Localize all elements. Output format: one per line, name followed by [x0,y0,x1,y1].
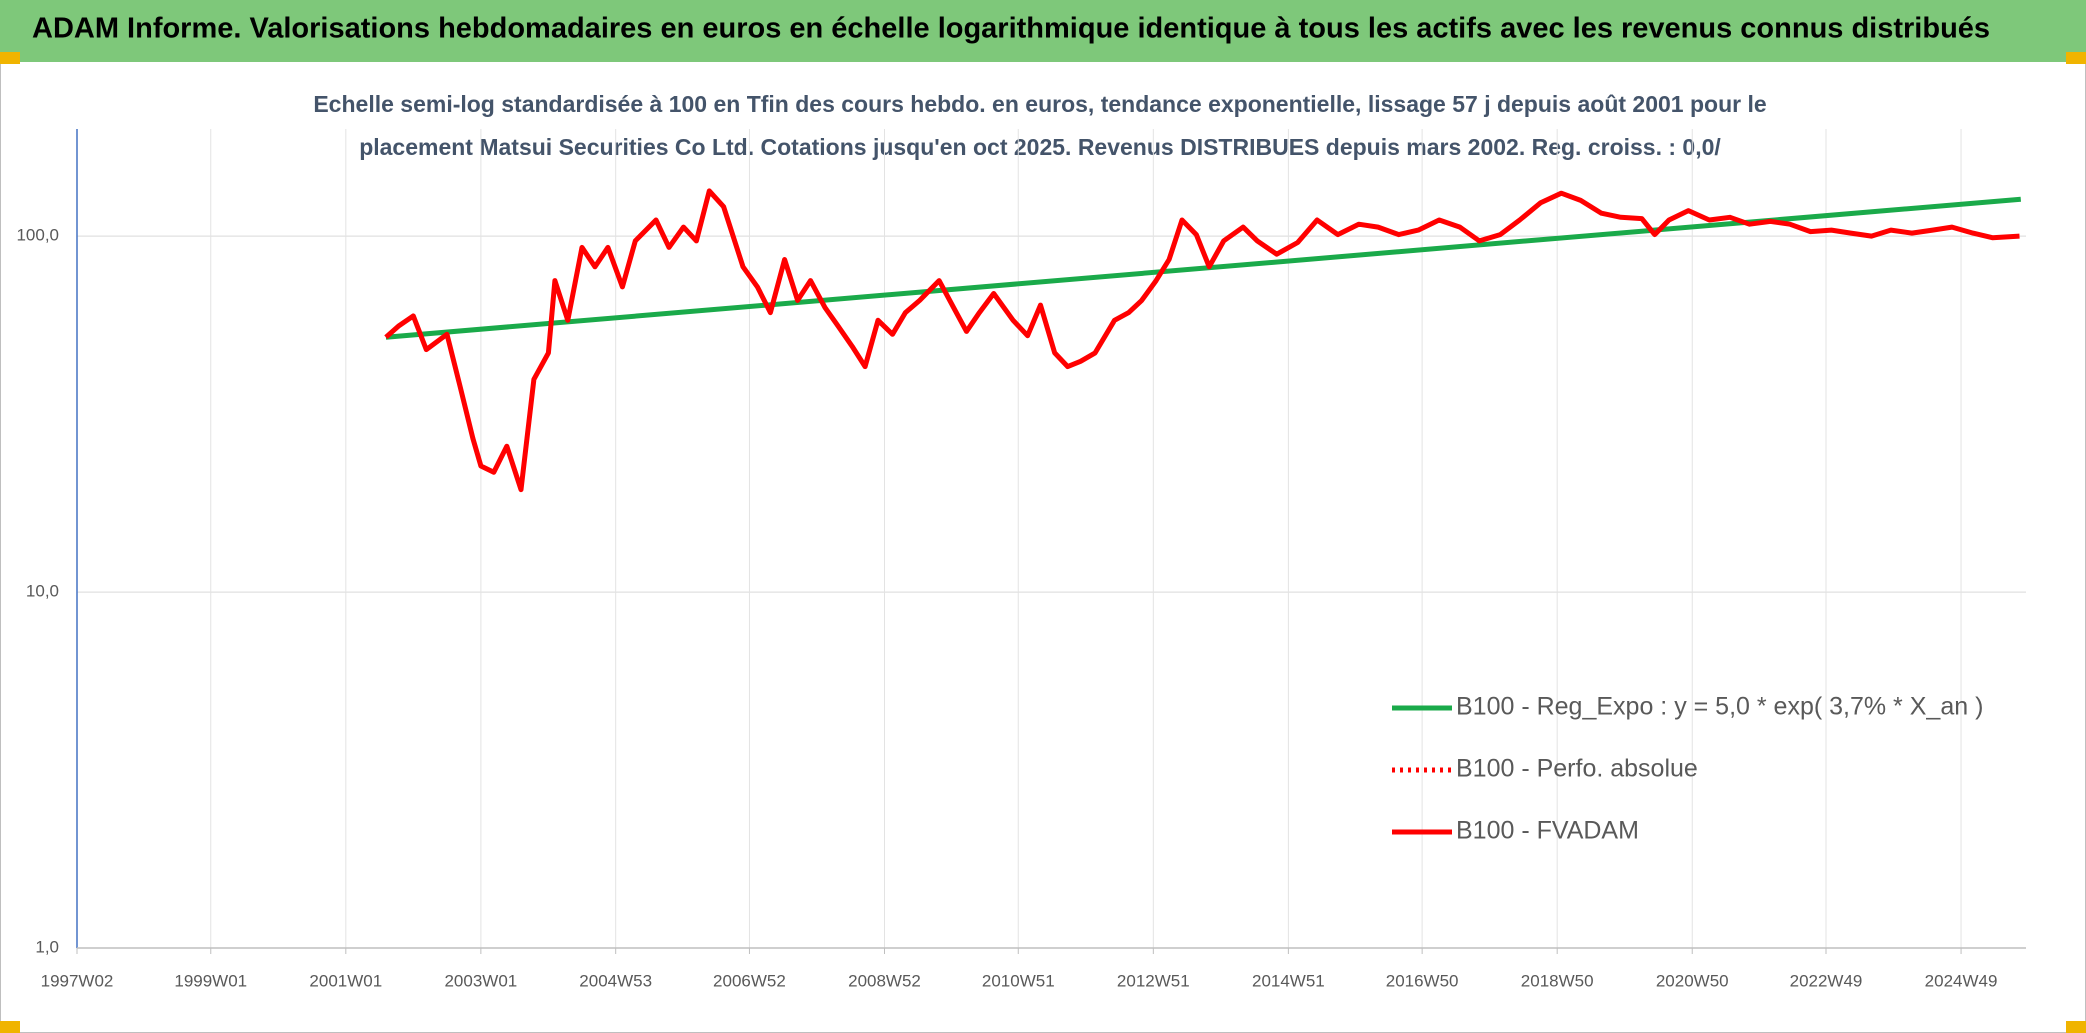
x-tick-label: 2010W51 [982,971,1055,990]
legend-label: B100 - Perfo. absolue [1456,755,1698,783]
series-line [384,188,2020,493]
chart-title: placement Matsui Securities Co Ltd. Cota… [359,134,1721,160]
y-tick-label: 1,0 [35,937,59,956]
x-tick-label: 2004W53 [579,971,652,990]
legend-label: B100 - FVADAM [1456,817,1639,845]
corner [0,52,20,64]
x-tick-label: 2008W52 [848,971,921,990]
x-tick-label: 1999W01 [174,971,247,990]
y-tick-label: 100,0 [16,226,59,245]
x-tick-label: 2018W50 [1521,971,1594,990]
x-tick-label: 2014W51 [1252,971,1325,990]
corner [2066,1021,2086,1033]
legend-label: B100 - Reg_Expo : y = 5,0 * exp( 3,7% * … [1456,693,1983,721]
x-tick-label: 2012W51 [1117,971,1190,990]
x-tick-label: 2006W52 [713,971,786,990]
x-tick-label: 2003W01 [444,971,517,990]
y-tick-label: 10,0 [26,582,59,601]
x-tick-label: 2001W01 [309,971,382,990]
chart-title: Echelle semi-log standardisée à 100 en T… [313,91,1766,117]
header-bar [0,0,2086,62]
x-tick-label: 2020W50 [1656,971,1729,990]
corner [2066,52,2086,64]
x-tick-label: 2024W49 [1925,971,1998,990]
x-tick-label: 1997W02 [41,971,114,990]
corner [0,1021,20,1033]
x-tick-label: 2016W50 [1386,971,1459,990]
header-title: ADAM Informe. Valorisations hebdomadaire… [32,13,1990,45]
x-tick-label: 2022W49 [1790,971,1863,990]
